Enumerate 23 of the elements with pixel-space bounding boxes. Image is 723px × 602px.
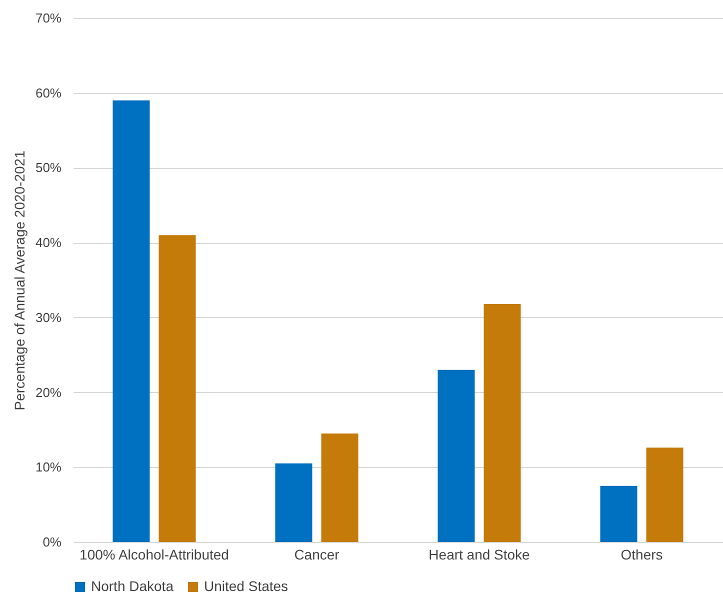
y-tick-label: 70% (35, 10, 62, 26)
y-tick-label: 30% (35, 310, 62, 325)
bar (112, 100, 150, 542)
y-tick-label: 0% (42, 534, 62, 550)
x-tick-label: Others (620, 546, 663, 562)
y-tick-label: 50% (35, 160, 62, 176)
bar (600, 486, 638, 542)
x-tick-label: Heart and Stoke (428, 546, 530, 562)
y-axis-title: Percentage of Annual Average 2020-2021 (11, 150, 28, 410)
bar (484, 304, 521, 542)
y-tick-label: 40% (35, 235, 62, 250)
y-tick-label: 20% (35, 384, 62, 400)
bar (321, 433, 358, 542)
x-tick-label: Cancer (294, 546, 340, 562)
bar (158, 235, 196, 542)
bar (275, 463, 312, 542)
legend-label: North Dakota (91, 578, 174, 594)
bar (438, 370, 475, 542)
bar (646, 448, 684, 542)
legend-label: United States (204, 578, 288, 594)
y-tick-label: 10% (35, 460, 62, 475)
x-tick-label: 100% Alcohol-Attributed (80, 546, 229, 562)
y-tick-label: 60% (35, 85, 62, 100)
